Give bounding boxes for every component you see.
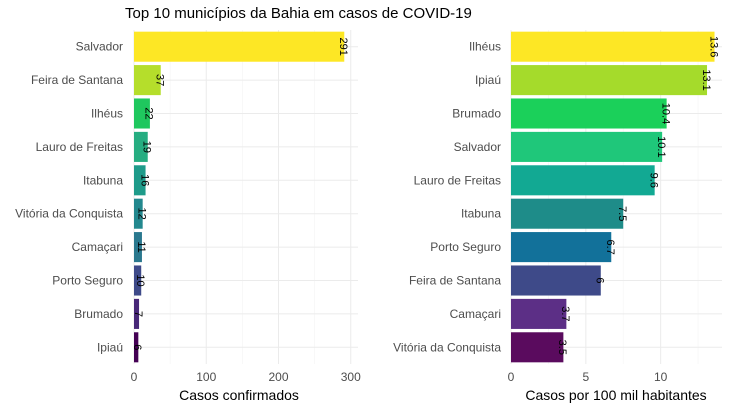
- bar-value-label: 11: [135, 241, 147, 252]
- category-label: Ilhéus: [91, 107, 123, 121]
- category-label: Salvador: [76, 40, 123, 54]
- bar-cases-confirmed: [134, 298, 140, 329]
- bar-value-label: 9.6: [647, 173, 659, 188]
- bar-value-label: 3.5: [556, 340, 568, 355]
- x-tick-label: 0: [131, 370, 138, 384]
- bar-value-label: 37: [154, 74, 166, 86]
- bar-cases-per-100k: [511, 332, 564, 363]
- bar-value-label: 6.7: [604, 239, 616, 254]
- bar-value-label: 13.6: [707, 36, 719, 57]
- panel-cases-confirmed: 291 37 22 19 16 12 11 10 7 6 Salvador Feira de San…: [15, 30, 361, 403]
- category-label: Lauro de Freitas: [36, 140, 123, 154]
- bar-cases-confirmed: [134, 165, 146, 196]
- tick-labels-cases-per-100k: 0 5 10: [508, 370, 668, 384]
- category-label: Ipiaú: [475, 73, 501, 87]
- bars-cases-confirmed: 291 37 22 19 16 12 11 10 7 6: [131, 31, 349, 363]
- category-label: Camaçari: [450, 307, 501, 321]
- category-label: Itabuna: [461, 207, 501, 221]
- category-label: Brumado: [452, 107, 501, 121]
- grid-cases-confirmed: [133, 30, 358, 364]
- tick-labels-cases-confirmed: 0 100 200 300: [131, 370, 361, 384]
- x-tick-label: 5: [582, 370, 589, 384]
- bar-value-label: 13.1: [700, 69, 712, 90]
- bar-cases-per-100k: [511, 298, 567, 329]
- bar-value-label: 10.4: [659, 103, 671, 124]
- x-axis-title-cases-per-100k: Casos por 100 mil habitantes: [525, 387, 706, 403]
- bar-value-label: 12: [135, 208, 147, 220]
- category-label: Porto Seguro: [52, 274, 123, 288]
- bar-cases-per-100k: [511, 165, 655, 196]
- bar-value-label: 7.5: [616, 206, 628, 221]
- x-axis-title-cases-confirmed: Casos confirmados: [179, 387, 299, 403]
- bar-cases-confirmed: [134, 131, 148, 162]
- bar-cases-per-100k: [511, 131, 663, 162]
- bar-value-label: 291: [337, 38, 349, 56]
- bar-cases-confirmed: [134, 232, 142, 263]
- x-tick-label: 0: [508, 370, 515, 384]
- category-label: Vitória da Conquista: [15, 207, 123, 221]
- bar-value-label: 6: [131, 344, 143, 350]
- bar-cases-per-100k: [511, 31, 715, 62]
- bar-value-label: 19: [141, 141, 153, 153]
- x-tick-label: 300: [341, 370, 361, 384]
- category-labels-cases-per-100k: Ilhéus Ipiaú Brumado Salvador Lauro de Freit…: [393, 40, 501, 355]
- bar-value-label: 16: [138, 174, 150, 186]
- bar-value-label: 3.7: [559, 306, 571, 321]
- category-label: Salvador: [454, 140, 501, 154]
- bar-value-label: 10: [134, 274, 146, 286]
- bar-cases-confirmed: [134, 265, 142, 296]
- category-label: Lauro de Freitas: [414, 173, 501, 187]
- panel-cases-per-100k: 13.613.110.410.19.67.56.763.73.5 IlhéusI…: [393, 30, 722, 403]
- category-label: Itabuna: [83, 173, 123, 187]
- bar-cases-confirmed: [134, 332, 139, 363]
- category-label: Vitória da Conquista: [393, 340, 501, 354]
- bar-value-label: 10.1: [655, 136, 667, 157]
- x-tick-label: 100: [196, 370, 216, 384]
- bar-value-label: 6: [594, 277, 606, 283]
- bar-cases-per-100k: [511, 198, 624, 229]
- category-label: Feira de Santana: [31, 73, 123, 87]
- bar-cases-per-100k: [511, 65, 708, 96]
- chart-title: Top 10 municípios da Bahia em casos de C…: [125, 5, 472, 22]
- category-label: Porto Seguro: [430, 240, 501, 254]
- category-label: Ilhéus: [469, 40, 501, 54]
- bars-cases-per-100k: 13.6 13.1 10.4 10.1 9.6 7.5 6.7 6 3.7 3.5: [511, 31, 719, 363]
- x-tick-label: 10: [654, 370, 668, 384]
- category-label: Camaçari: [72, 240, 123, 254]
- bar-cases-confirmed: [134, 198, 143, 229]
- bar-value-label: 7: [132, 311, 144, 317]
- category-label: Ipiaú: [97, 340, 123, 354]
- bar-cases-per-100k: [511, 232, 612, 263]
- x-tick-label: 200: [269, 370, 289, 384]
- bar-cases-per-100k: [511, 98, 667, 129]
- bar-cases-per-100k: [511, 265, 601, 296]
- category-labels-cases-confirmed: Salvador Feira de Santana Ilhéus Lauro de F…: [15, 40, 123, 355]
- bar-cases-confirmed: [134, 31, 345, 62]
- bar-cases-confirmed: [134, 98, 150, 129]
- category-label: Feira de Santana: [409, 274, 501, 288]
- bar-cases-confirmed: [134, 65, 161, 96]
- bar-value-label: 22: [143, 107, 155, 119]
- category-label: Brumado: [74, 307, 123, 321]
